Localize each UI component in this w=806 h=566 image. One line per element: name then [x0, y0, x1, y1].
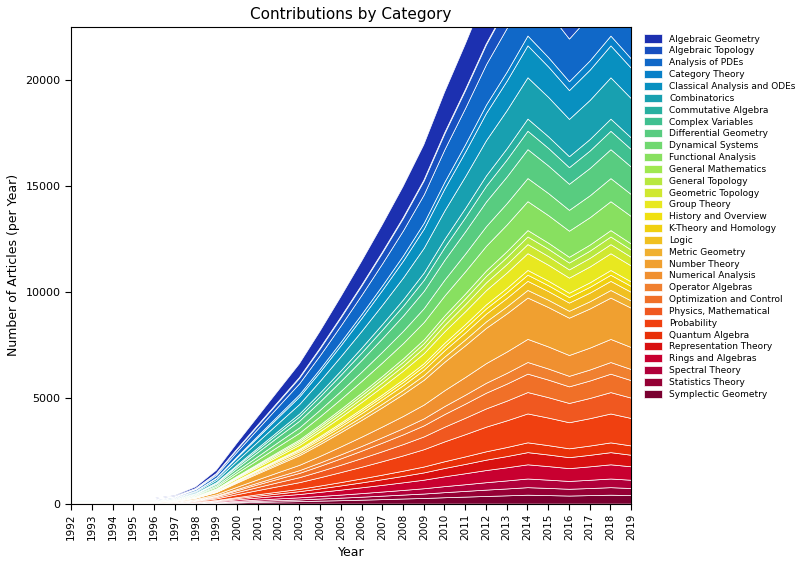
Y-axis label: Number of Articles (per Year): Number of Articles (per Year) — [7, 174, 20, 357]
X-axis label: Year: Year — [338, 546, 364, 559]
Legend: Algebraic Geometry, Algebraic Topology, Analysis of PDEs, Category Theory, Class: Algebraic Geometry, Algebraic Topology, … — [642, 32, 799, 401]
Title: Contributions by Category: Contributions by Category — [251, 7, 452, 22]
